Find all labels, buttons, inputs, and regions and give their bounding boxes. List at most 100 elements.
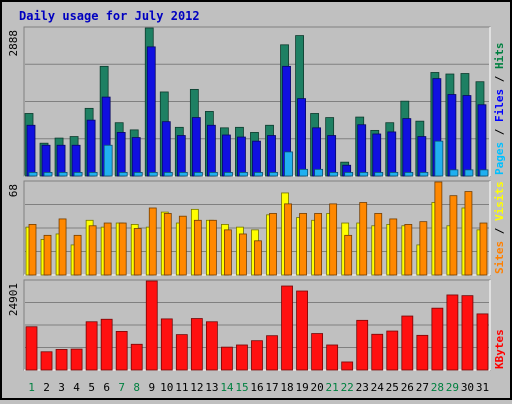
series-label-part: / [493, 122, 506, 142]
bar-kbytes-day-18 [281, 285, 293, 371]
bar-pages-day-16 [254, 172, 263, 177]
bar-pages-day-11 [178, 172, 188, 177]
day-label-9: 9 [148, 381, 155, 394]
bar-kbytes-day-19 [296, 290, 308, 371]
bar-kbytes-day-30 [461, 295, 474, 371]
bar-pages-day-23 [359, 172, 369, 177]
bar-files-day-7 [116, 132, 126, 177]
bar-sites-day-6 [103, 222, 112, 276]
panel-series-label: Pages / Files / Hits [493, 43, 506, 176]
bar-files-day-19 [297, 98, 306, 177]
series-label-part: Sites [493, 241, 506, 274]
bar-pages-day-22 [344, 172, 354, 177]
day-label-11: 11 [175, 381, 188, 394]
bar-kbytes-day-28 [431, 307, 444, 371]
day-label-5: 5 [88, 381, 95, 394]
bar-sites-day-21 [329, 203, 338, 276]
bar-kbytes-day-1 [25, 326, 38, 371]
bar-pages-day-5 [88, 172, 98, 177]
bar-sites-day-12 [193, 219, 202, 276]
chart-title: Daily usage for July 2012 [19, 9, 200, 23]
bar-sites-day-25 [389, 218, 398, 276]
day-label-2: 2 [43, 381, 50, 394]
bar-files-day-2 [41, 144, 51, 177]
bar-sites-day-19 [299, 213, 307, 276]
bar-pages-day-29 [449, 169, 459, 177]
bar-pages-day-31 [479, 169, 489, 177]
bar-kbytes-day-6 [100, 318, 113, 371]
bar-files-day-25 [387, 131, 397, 177]
bar-kbytes-day-8 [130, 343, 143, 371]
bar-pages-day-14 [224, 172, 233, 177]
bar-kbytes-day-4 [70, 348, 83, 371]
bar-sites-day-15 [239, 233, 247, 276]
bar-pages-day-18 [284, 151, 293, 177]
bar-pages-day-10 [163, 172, 173, 177]
day-label-29: 29 [446, 381, 459, 394]
day-label-1: 1 [28, 381, 35, 394]
bar-pages-day-9 [148, 172, 158, 177]
bar-sites-day-17 [269, 213, 277, 276]
day-label-10: 10 [160, 381, 173, 394]
bar-sites-day-5 [88, 225, 97, 276]
day-label-20: 20 [311, 381, 324, 394]
bar-kbytes-day-3 [55, 349, 68, 371]
bar-files-day-3 [56, 144, 66, 177]
bar-pages-day-7 [118, 172, 128, 177]
panel-max-label: 68 [7, 184, 20, 197]
bar-files-day-11 [176, 135, 186, 177]
bar-files-day-21 [327, 135, 337, 177]
day-label-6: 6 [103, 381, 110, 394]
bar-files-day-5 [86, 119, 96, 177]
bar-files-day-15 [237, 136, 246, 177]
bar-pages-day-17 [269, 172, 278, 177]
bar-pages-day-8 [133, 172, 143, 177]
panel-sites-visits: 68 Sites / Visits [7, 180, 506, 276]
day-label-23: 23 [356, 381, 369, 394]
bar-kbytes-day-14 [221, 346, 233, 371]
bar-pages-day-6 [103, 144, 113, 177]
panel-kbytes: 24901 KBytes [7, 279, 506, 371]
bar-kbytes-day-2 [40, 351, 53, 371]
bar-sites-day-2 [43, 234, 52, 276]
panel-max-label: 2888 [7, 30, 20, 57]
bar-kbytes-day-24 [371, 333, 384, 371]
bar-sites-day-16 [254, 240, 262, 276]
day-label-12: 12 [190, 381, 203, 394]
bar-sites-day-3 [58, 218, 67, 276]
series-label-part: Files [493, 89, 506, 122]
bar-pages-day-30 [464, 169, 474, 177]
bar-files-day-29 [447, 94, 457, 177]
bar-pages-day-20 [314, 168, 324, 177]
day-label-31: 31 [476, 381, 489, 394]
bar-files-day-31 [477, 104, 487, 177]
bar-sites-day-23 [359, 202, 368, 276]
bar-sites-day-28 [434, 181, 443, 276]
day-label-24: 24 [371, 381, 385, 394]
series-label-part: / [493, 221, 506, 241]
bar-sites-day-4 [73, 234, 82, 276]
bar-files-day-30 [462, 95, 472, 177]
bar-files-day-13 [206, 124, 216, 177]
bar-sites-day-11 [178, 215, 187, 276]
bar-kbytes-day-5 [85, 321, 98, 371]
bar-pages-day-13 [208, 172, 218, 177]
day-label-27: 27 [416, 381, 429, 394]
bar-files-day-27 [417, 136, 427, 177]
bar-kbytes-day-17 [266, 335, 278, 371]
bar-sites-day-27 [419, 221, 428, 276]
day-labels: 1 2 3 4 5 6 7 8 9 10 11 12 13 14 15 16 17 18 19 20 21 22 23 24 2… [28, 381, 489, 394]
bar-pages-day-25 [389, 172, 399, 177]
bar-pages-day-24 [374, 172, 384, 177]
bar-kbytes-day-23 [356, 319, 369, 371]
bar-pages-day-2 [43, 172, 53, 177]
bar-kbytes-day-25 [386, 330, 399, 371]
bar-files-day-20 [312, 127, 322, 177]
bar-kbytes-day-13 [205, 321, 218, 371]
bar-kbytes-day-21 [326, 344, 339, 371]
panels-layer: 2888 Pages / Files / Hits 68 Sites / Visits… [7, 26, 506, 371]
bar-files-day-14 [222, 134, 231, 177]
bar-sites-day-20 [314, 213, 323, 276]
bar-kbytes-day-29 [446, 294, 459, 371]
bar-kbytes-day-15 [236, 344, 248, 371]
